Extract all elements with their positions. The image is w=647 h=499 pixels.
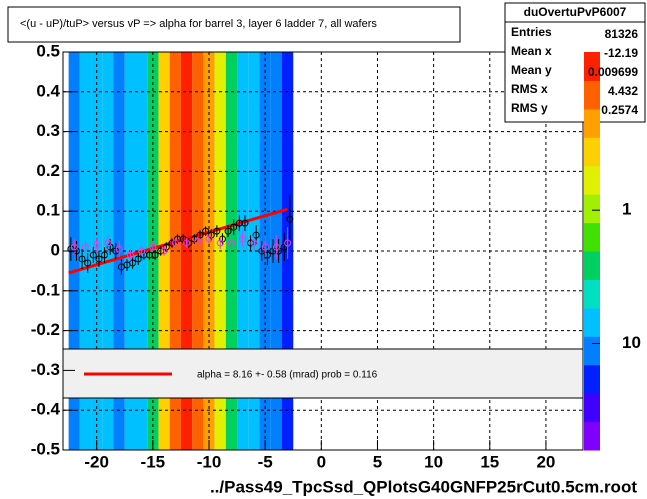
data-point (160, 247, 168, 255)
data-point (263, 251, 271, 259)
heatmap-column (169, 52, 181, 450)
data-point (224, 227, 232, 235)
data-point (252, 231, 260, 239)
y-tick-label: -0.3 (31, 360, 60, 379)
data-point (261, 243, 269, 251)
colorbar-cell (584, 421, 600, 451)
colorbar-cell (584, 165, 600, 195)
data-point (104, 239, 112, 247)
x-tick-label: 10 (424, 452, 443, 471)
data-point (126, 251, 134, 259)
data-point (230, 223, 238, 231)
colorbar-cell (584, 336, 600, 366)
data-point (101, 251, 109, 259)
y-tick-label: -0.4 (31, 400, 61, 419)
data-point (213, 227, 221, 235)
data-point (70, 243, 78, 251)
colorbar-cell (584, 364, 600, 394)
data-point (84, 259, 92, 267)
data-point (207, 231, 215, 239)
stats-key: Mean y (511, 63, 552, 77)
stats-key: RMS x (511, 82, 548, 96)
data-point (205, 235, 213, 243)
x-tick-label: 5 (373, 452, 382, 471)
data-point (89, 251, 97, 259)
y-tick-label: -0.2 (31, 320, 60, 339)
data-point (286, 215, 294, 223)
title-box (7, 6, 461, 43)
colorbar-cell (584, 307, 600, 337)
x-tick-label: -20 (84, 452, 109, 471)
heatmap-column (237, 52, 249, 450)
data-point (227, 239, 235, 247)
stats-value: 0.009699 (588, 65, 638, 79)
stats-key: Mean x (511, 44, 552, 58)
x-tick-label: 0 (317, 452, 326, 471)
y-tick-label: 0.4 (36, 81, 60, 100)
data-point (134, 255, 142, 263)
data-point (78, 255, 86, 263)
stats-value: -12.19 (604, 46, 638, 60)
colorbar-cell (584, 279, 600, 309)
colorbar-cell (584, 80, 600, 110)
x-tick-label: -5 (258, 452, 273, 471)
data-point (194, 237, 202, 245)
colorbar-cell (584, 393, 600, 423)
colorbar-cell (584, 52, 600, 81)
data-point (241, 219, 249, 227)
y-tick-label: 0 (51, 240, 60, 259)
heatmap-column (180, 52, 193, 450)
colorbar-cell (584, 108, 600, 138)
data-point (115, 245, 123, 253)
y-tick-label: -0.5 (31, 439, 60, 458)
x-tick-label: -10 (197, 452, 222, 471)
colorbar-cell (584, 137, 600, 167)
y-tick-label: 0.3 (36, 121, 60, 140)
data-point (149, 243, 157, 251)
stats-key: RMS y (511, 101, 548, 115)
z-tick-label: 10 (622, 333, 641, 352)
data-point (275, 247, 283, 255)
data-point (81, 243, 89, 251)
stats-key: Entries (511, 25, 552, 39)
stats-box (504, 2, 646, 123)
data-point (202, 227, 210, 235)
y-tick-label: 0.5 (36, 41, 60, 60)
colorbar-cell (584, 251, 600, 280)
data-point (93, 241, 101, 249)
data-point (129, 259, 137, 267)
data-point (95, 255, 103, 263)
colorbar-cell (584, 194, 600, 224)
data-point (196, 231, 204, 239)
chart-title: <(u - uP)/tuP> versus vP => alpha for ba… (20, 18, 377, 30)
x-tick-label: 15 (480, 452, 499, 471)
stats-title: duOvertuPvP6007 (524, 5, 627, 19)
data-point (183, 239, 191, 247)
data-point (216, 239, 224, 247)
data-point (106, 243, 114, 251)
legend-label: alpha = 8.16 +- 0.58 (mrad) prob = 0.116 (197, 370, 378, 381)
z-tick-label: 1 (622, 200, 631, 219)
stats-value: 81326 (605, 27, 639, 41)
data-point (171, 239, 179, 247)
y-tick-label: -0.1 (31, 280, 60, 299)
stats-value: 0.2574 (601, 103, 638, 117)
y-tick-label: 0.2 (36, 161, 60, 180)
x-axis-label: ../Pass49_TpcSsd_QPlotsG40GNFP25rCut0.5c… (210, 477, 637, 496)
data-point (138, 247, 146, 255)
y-tick-label: 0.1 (36, 201, 60, 220)
colorbar-cell (584, 222, 600, 252)
data-point (185, 239, 193, 247)
data-point (272, 243, 280, 251)
data-point (151, 251, 159, 259)
x-tick-label: -15 (141, 452, 166, 471)
data-point (218, 235, 226, 243)
data-point (162, 243, 170, 251)
stats-value: 4.432 (608, 84, 638, 98)
data-point (250, 239, 258, 247)
data-point (239, 235, 247, 243)
x-tick-label: 20 (536, 452, 555, 471)
data-point (284, 239, 292, 247)
